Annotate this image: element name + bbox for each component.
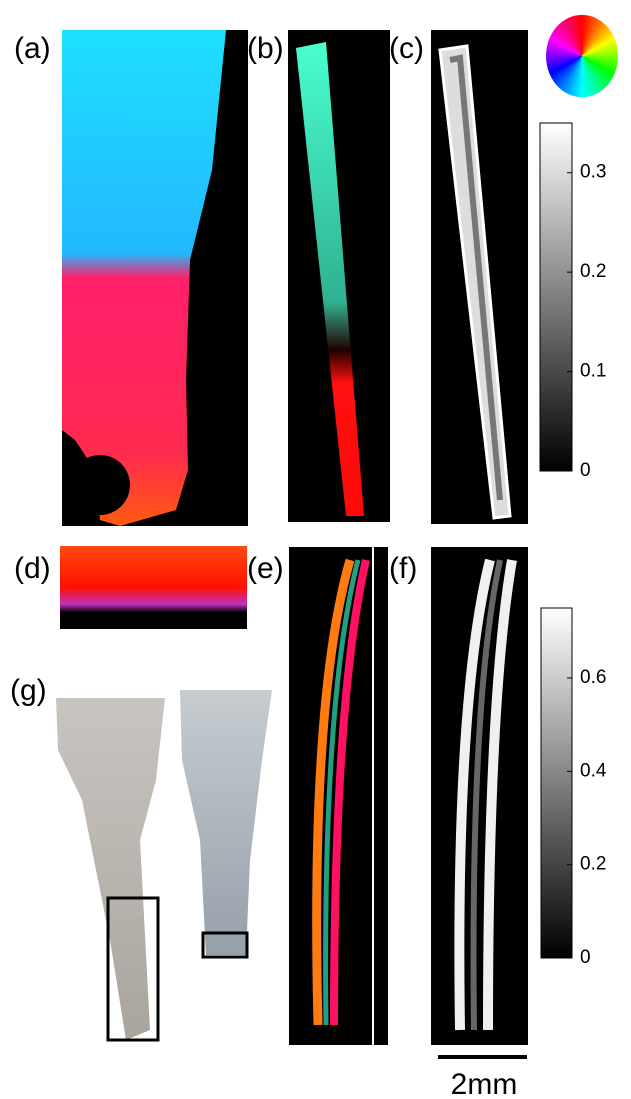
panel-e	[289, 547, 388, 1045]
scale-bar-label: 2mm	[451, 1068, 518, 1099]
panel-label: (b)	[247, 32, 284, 65]
panel-label: (d)	[14, 552, 51, 585]
panel-label: (g)	[10, 674, 47, 707]
tick-label: 0	[580, 460, 591, 481]
panel-c	[431, 30, 528, 524]
colorbar	[539, 122, 573, 472]
panel-label: (f)	[389, 552, 417, 585]
panel-a	[62, 30, 248, 526]
tick-label: 0.6	[580, 667, 606, 688]
tick-label: 0.2	[580, 261, 606, 282]
tick-label: 0	[580, 947, 591, 968]
panel-f	[431, 547, 528, 1045]
tick-label: 0.3	[580, 162, 606, 183]
panel-d	[60, 546, 247, 629]
panel-g	[56, 690, 272, 1042]
panel-label: (c)	[389, 32, 424, 65]
tick-label: 0.2	[580, 854, 606, 875]
panel-b	[288, 30, 390, 522]
tick-label: 0.4	[580, 760, 607, 781]
colorbar	[540, 607, 573, 959]
tick-label: 0.1	[580, 361, 606, 382]
panel-label: (a)	[14, 32, 51, 65]
panel-label: (e)	[247, 552, 284, 585]
color-wheel	[546, 14, 618, 98]
